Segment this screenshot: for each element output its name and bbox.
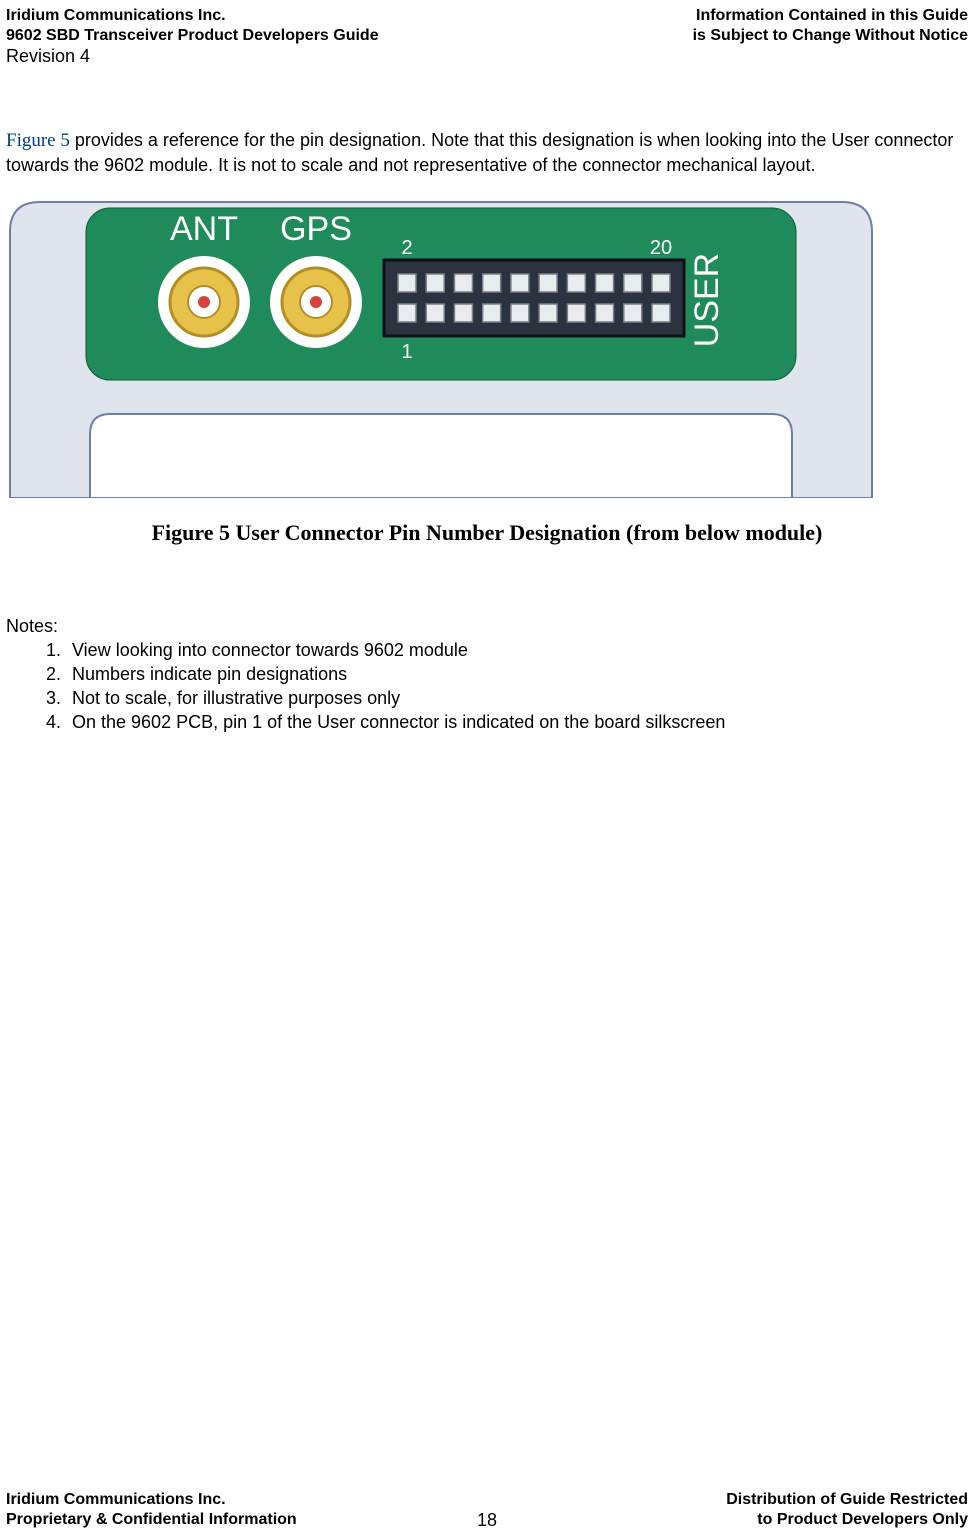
footer-restriction2: to Product Developers Only: [726, 1510, 968, 1530]
note-item: Not to scale, for illustrative purposes …: [66, 686, 725, 710]
svg-text:USER: USER: [688, 253, 726, 347]
footer-right: Distribution of Guide Restricted to Prod…: [726, 1490, 968, 1530]
notes-heading: Notes:: [6, 614, 725, 638]
page: Iridium Communications Inc. 9602 SBD Tra…: [0, 0, 974, 1538]
note-item: On the 9602 PCB, pin 1 of the User conne…: [66, 710, 725, 734]
notes-list: View looking into connector towards 9602…: [66, 638, 725, 734]
svg-text:GPS: GPS: [280, 210, 352, 248]
intro-paragraph: Figure 5 provides a reference for the pi…: [6, 128, 964, 177]
header-revision: Revision 4: [6, 46, 379, 66]
svg-text:2: 2: [401, 237, 412, 259]
svg-text:20: 20: [650, 237, 672, 259]
svg-text:ANT: ANT: [170, 210, 238, 248]
note-item: View looking into connector towards 9602…: [66, 638, 725, 662]
header-left: Iridium Communications Inc. 9602 SBD Tra…: [6, 6, 379, 66]
header-right: Information Contained in this Guide is S…: [693, 6, 968, 46]
notes-section: Notes: View looking into connector towar…: [6, 614, 725, 734]
footer-restriction1: Distribution of Guide Restricted: [726, 1490, 968, 1510]
header-doc-title: 9602 SBD Transceiver Product Developers …: [6, 26, 379, 46]
figure-reference-link: Figure 5: [6, 130, 70, 151]
footer-company: Iridium Communications Inc.: [6, 1490, 297, 1510]
header-notice2: is Subject to Change Without Notice: [693, 26, 968, 46]
figure-caption: Figure 5 User Connector Pin Number Desig…: [0, 520, 974, 546]
figure-5-diagram: ANT GPS 2 20 1 USER: [6, 198, 876, 498]
module-illustration: ANT GPS 2 20 1 USER: [6, 198, 876, 498]
note-item: Numbers indicate pin designations: [66, 662, 725, 686]
svg-text:1: 1: [401, 341, 412, 363]
intro-text: provides a reference for the pin designa…: [6, 130, 953, 175]
header-notice1: Information Contained in this Guide: [693, 6, 968, 26]
header-company: Iridium Communications Inc.: [6, 6, 379, 26]
